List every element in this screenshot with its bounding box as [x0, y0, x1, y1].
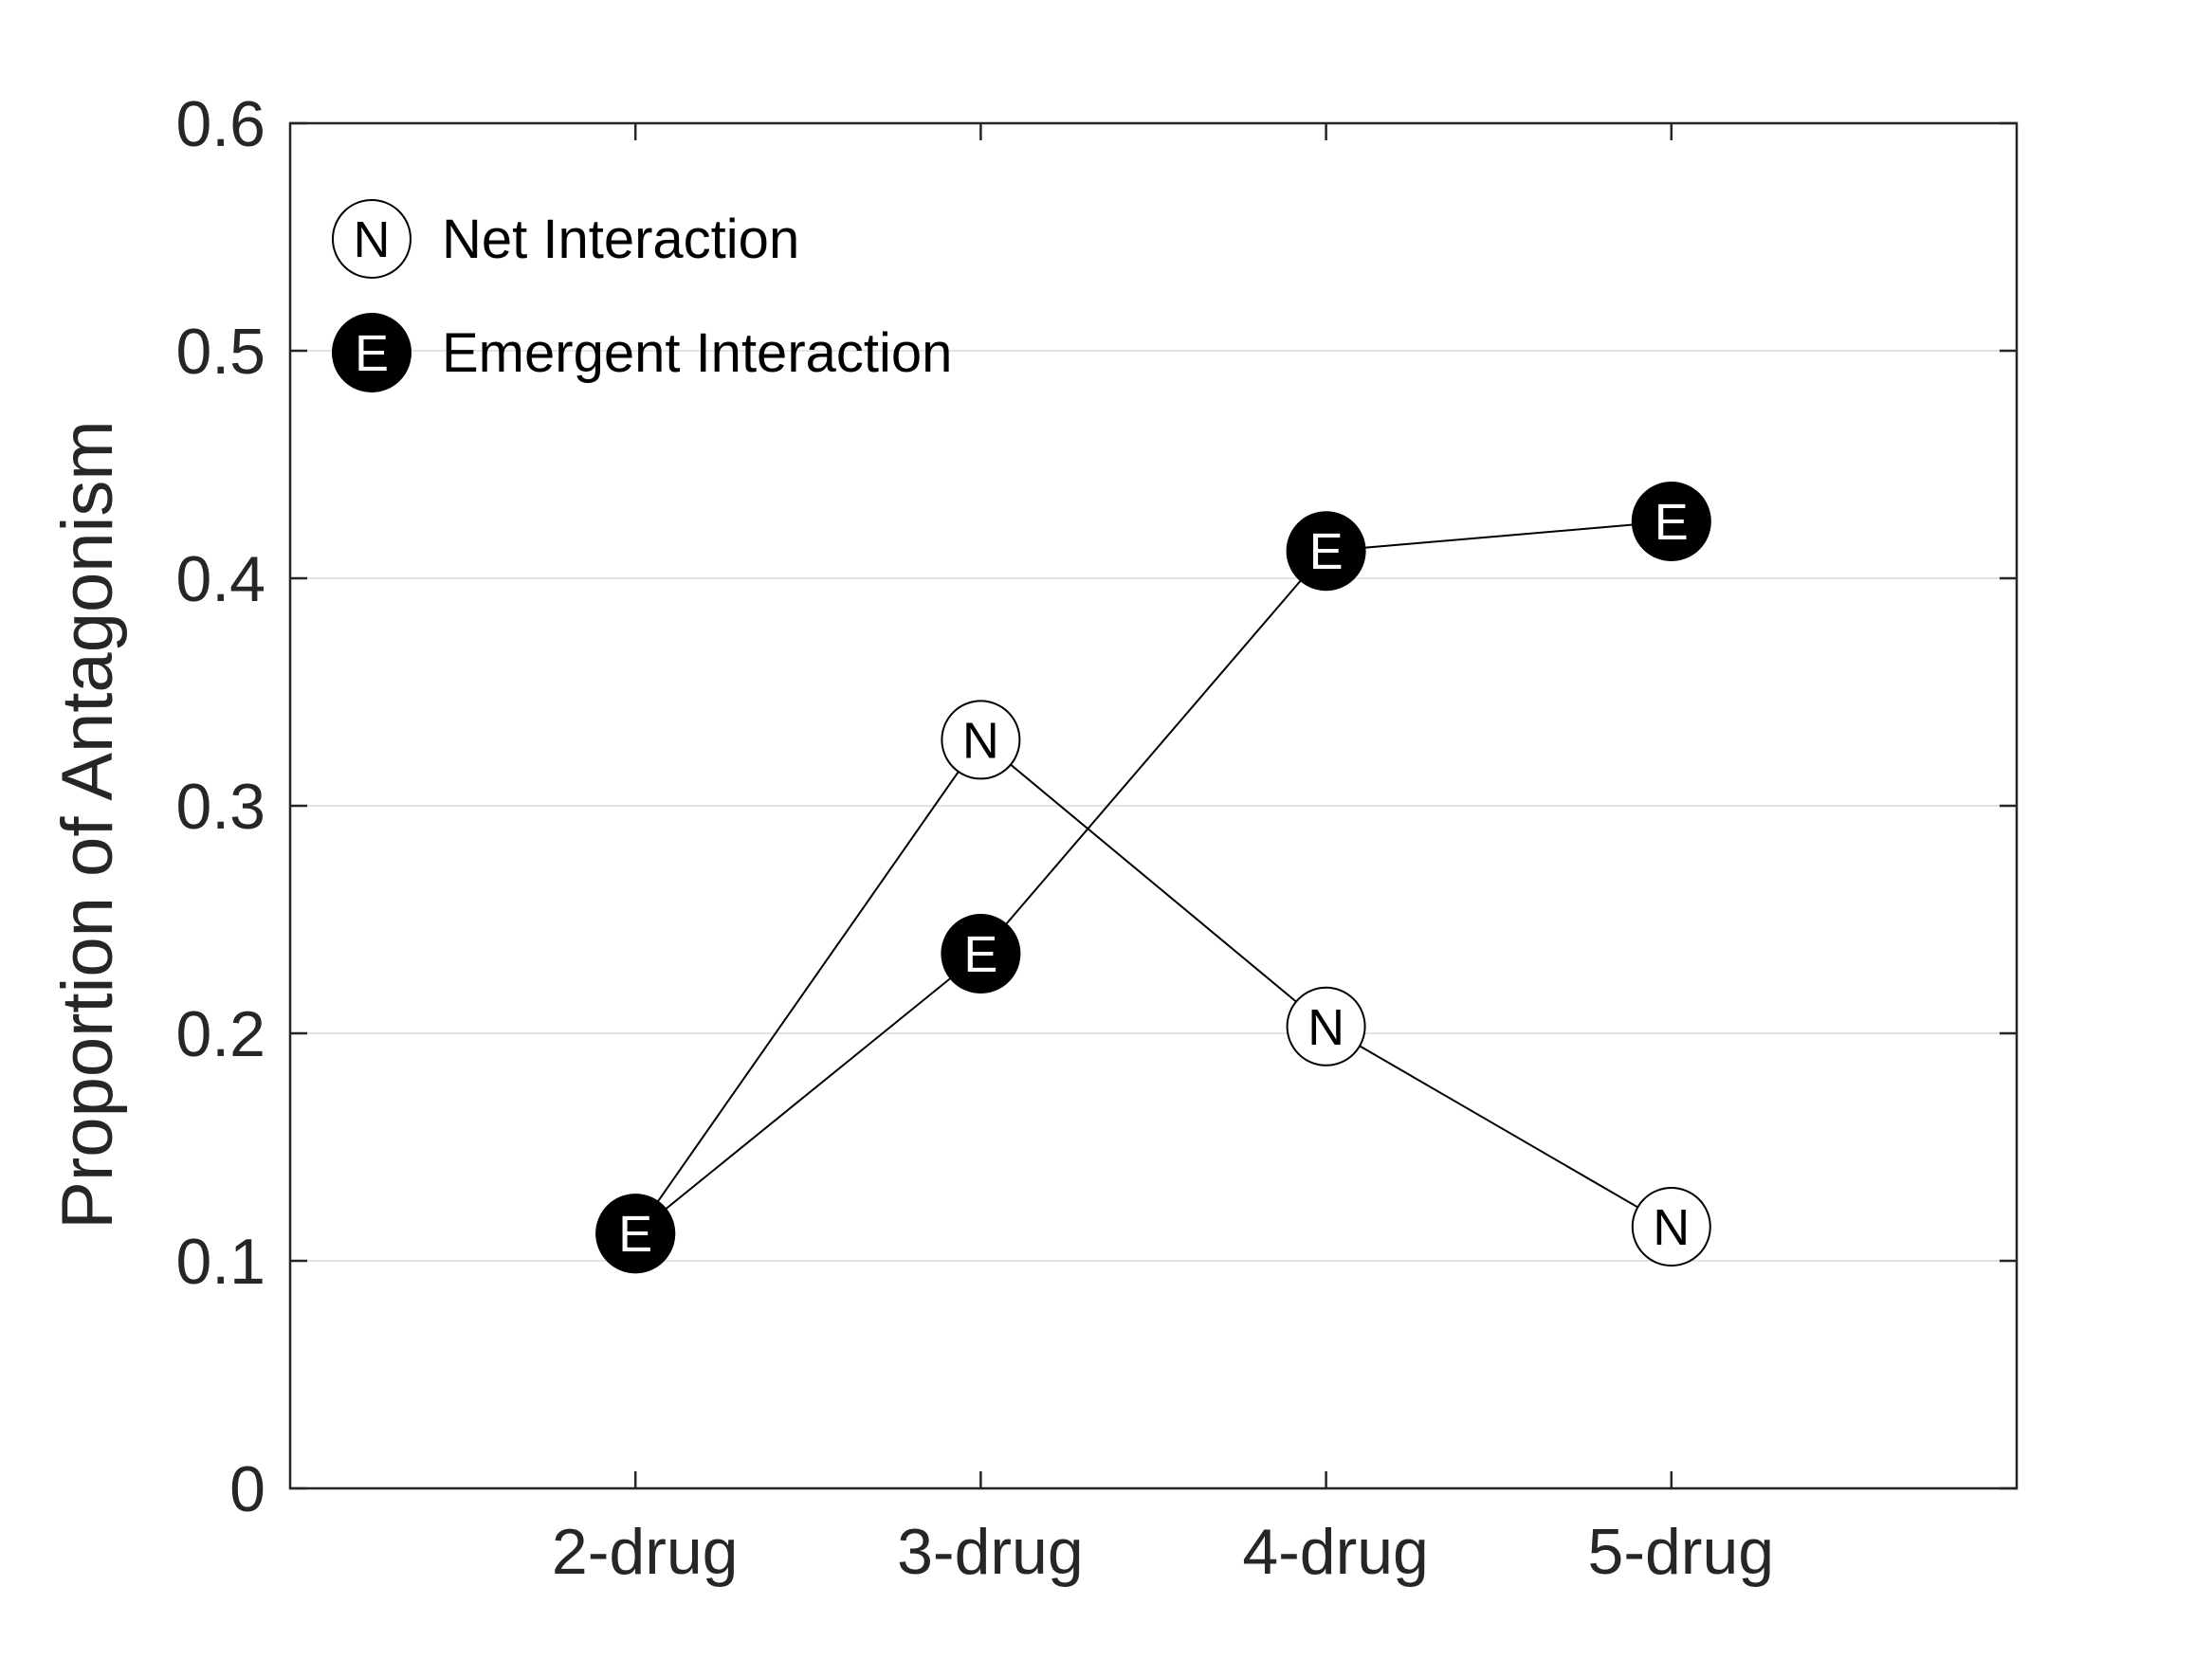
series-lines	[634, 520, 1673, 1234]
series-line-2	[634, 520, 1672, 1234]
data-point: E	[595, 1194, 676, 1274]
data-point-marker	[941, 914, 1021, 994]
axis-ticks	[290, 121, 2017, 1490]
series-line-1	[634, 738, 1673, 1234]
legend-item-2: E Emergent Interaction	[332, 313, 952, 392]
legend-label: Emergent Interaction	[442, 322, 952, 384]
x-tick-label: 3-drug	[897, 1516, 1084, 1588]
x-tick-label: 5-drug	[1588, 1516, 1775, 1588]
legend: N Net Interaction E Emergent Interaction	[332, 199, 952, 392]
data-point-letter: N	[1653, 1199, 1690, 1256]
data-point-marker	[595, 1194, 676, 1274]
legend-marker	[332, 313, 411, 392]
y-tick-label: 0	[229, 1453, 265, 1525]
y-tick-label: 0.5	[175, 316, 265, 388]
data-point-marker	[941, 700, 1021, 780]
y-tick-label: 0.1	[175, 1226, 265, 1298]
data-point-marker	[1631, 1187, 1711, 1267]
data-point-marker	[1286, 986, 1366, 1066]
data-point-letter: N	[962, 712, 999, 769]
data-point: E	[941, 914, 1021, 994]
data-point: E	[1286, 511, 1366, 592]
series-markers: NNNNEEEE	[595, 482, 1711, 1274]
data-point: N	[1631, 1187, 1711, 1267]
legend-marker-letter: E	[355, 325, 389, 382]
y-tick-label: 0.3	[175, 771, 265, 843]
data-point-letter: E	[1654, 494, 1689, 551]
y-axis-tick-labels: 0 0.1 0.2 0.3 0.4 0.5 0.6	[175, 88, 265, 1525]
data-point-marker	[1286, 511, 1366, 592]
legend-item-1: N Net Interaction	[332, 199, 799, 279]
grid-lines	[290, 350, 2017, 1262]
x-tick-label: 4-drug	[1242, 1516, 1429, 1588]
data-point-letter: E	[1309, 523, 1344, 580]
legend-label: Net Interaction	[442, 209, 799, 270]
data-point-marker	[1631, 482, 1711, 561]
data-point-letter: N	[1307, 999, 1344, 1056]
y-axis-label: Proportion of Antagonism	[47, 420, 128, 1229]
data-point-letter: E	[618, 1206, 652, 1263]
y-tick-label: 0.6	[175, 88, 265, 160]
x-tick-label: 2-drug	[552, 1516, 739, 1588]
data-point-letter: E	[963, 926, 997, 983]
data-point: N	[1286, 986, 1366, 1066]
y-tick-label: 0.2	[175, 998, 265, 1070]
legend-marker	[332, 199, 411, 279]
data-point: N	[941, 700, 1021, 780]
x-axis-tick-labels: 2-drug 3-drug 4-drug 5-drug	[552, 1516, 1774, 1588]
data-point: E	[1631, 482, 1711, 561]
legend-marker-letter: N	[354, 211, 391, 268]
y-tick-label: 0.4	[175, 543, 265, 615]
